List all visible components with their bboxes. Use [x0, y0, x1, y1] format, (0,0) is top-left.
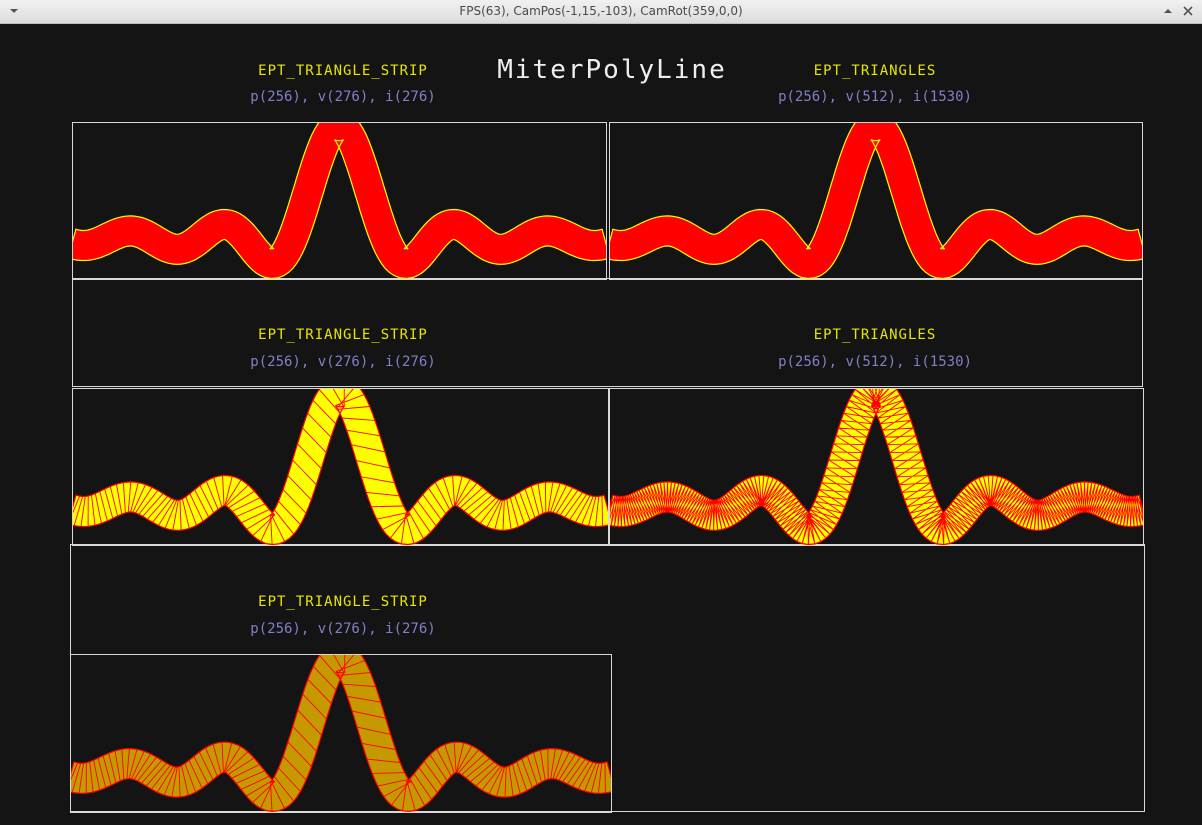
panel-2-stats-label: p(256), v(512), i(1530) — [778, 89, 972, 105]
panel-frame — [72, 388, 609, 546]
panel-frame — [609, 122, 1143, 280]
panel-1-mode-label: EPT_TRIANGLE_STRIP — [258, 63, 428, 79]
polyline-geometry — [609, 388, 1143, 545]
polyline-panel-2 — [609, 122, 1143, 280]
row-1-frame — [72, 278, 1143, 387]
panel-3-mode-label: EPT_TRIANGLE_STRIP — [258, 327, 428, 343]
polyline-panel-1 — [72, 122, 607, 280]
polyline-panel-5 — [70, 654, 612, 813]
panel-4-stats-label: p(256), v(512), i(1530) — [778, 354, 972, 370]
polyline-ribbon — [72, 388, 608, 545]
polyline-ribbon — [72, 122, 606, 279]
panel-1-stats-label: p(256), v(276), i(276) — [250, 89, 435, 105]
panel-3-stats-label: p(256), v(276), i(276) — [250, 354, 435, 370]
triangle-wireframe — [72, 388, 603, 545]
render-viewport[interactable]: MiterPolyLine EPT_TRIANGLE_STRIP p(256),… — [0, 24, 1202, 825]
polyline-panels — [70, 122, 1144, 813]
panel-frame — [70, 654, 612, 813]
polyline-geometry — [72, 122, 606, 279]
polyline-geometry — [70, 654, 611, 812]
polyline-geometry — [72, 388, 608, 545]
chevron-down-icon[interactable] — [6, 3, 22, 19]
scene-heading: MiterPolyLine — [497, 55, 727, 85]
polyline-ribbon — [70, 654, 611, 812]
polyline-ribbon — [609, 122, 1142, 279]
triangle-wireframe — [609, 388, 1143, 545]
polyline-panel-4 — [609, 388, 1144, 546]
polyline-panel-3 — [72, 388, 609, 546]
window-title: FPS(63), CamPos(-1,15,-103), CamRot(359,… — [459, 4, 743, 18]
close-icon[interactable] — [1180, 3, 1196, 19]
panel-4-mode-label: EPT_TRIANGLES — [814, 327, 937, 343]
triangle-wireframe — [70, 654, 606, 812]
panel-2-mode-label: EPT_TRIANGLES — [814, 63, 937, 79]
title-bar[interactable]: FPS(63), CamPos(-1,15,-103), CamRot(359,… — [0, 0, 1202, 24]
panel-5-mode-label: EPT_TRIANGLE_STRIP — [258, 594, 428, 610]
polyline-geometry — [609, 122, 1142, 279]
panel-5-stats-label: p(256), v(276), i(276) — [250, 621, 435, 637]
panel-frame — [72, 122, 607, 280]
panel-frame — [609, 388, 1144, 546]
maximize-icon[interactable] — [1160, 3, 1176, 19]
scene-canvas: MiterPolyLine EPT_TRIANGLE_STRIP p(256),… — [70, 55, 1145, 813]
